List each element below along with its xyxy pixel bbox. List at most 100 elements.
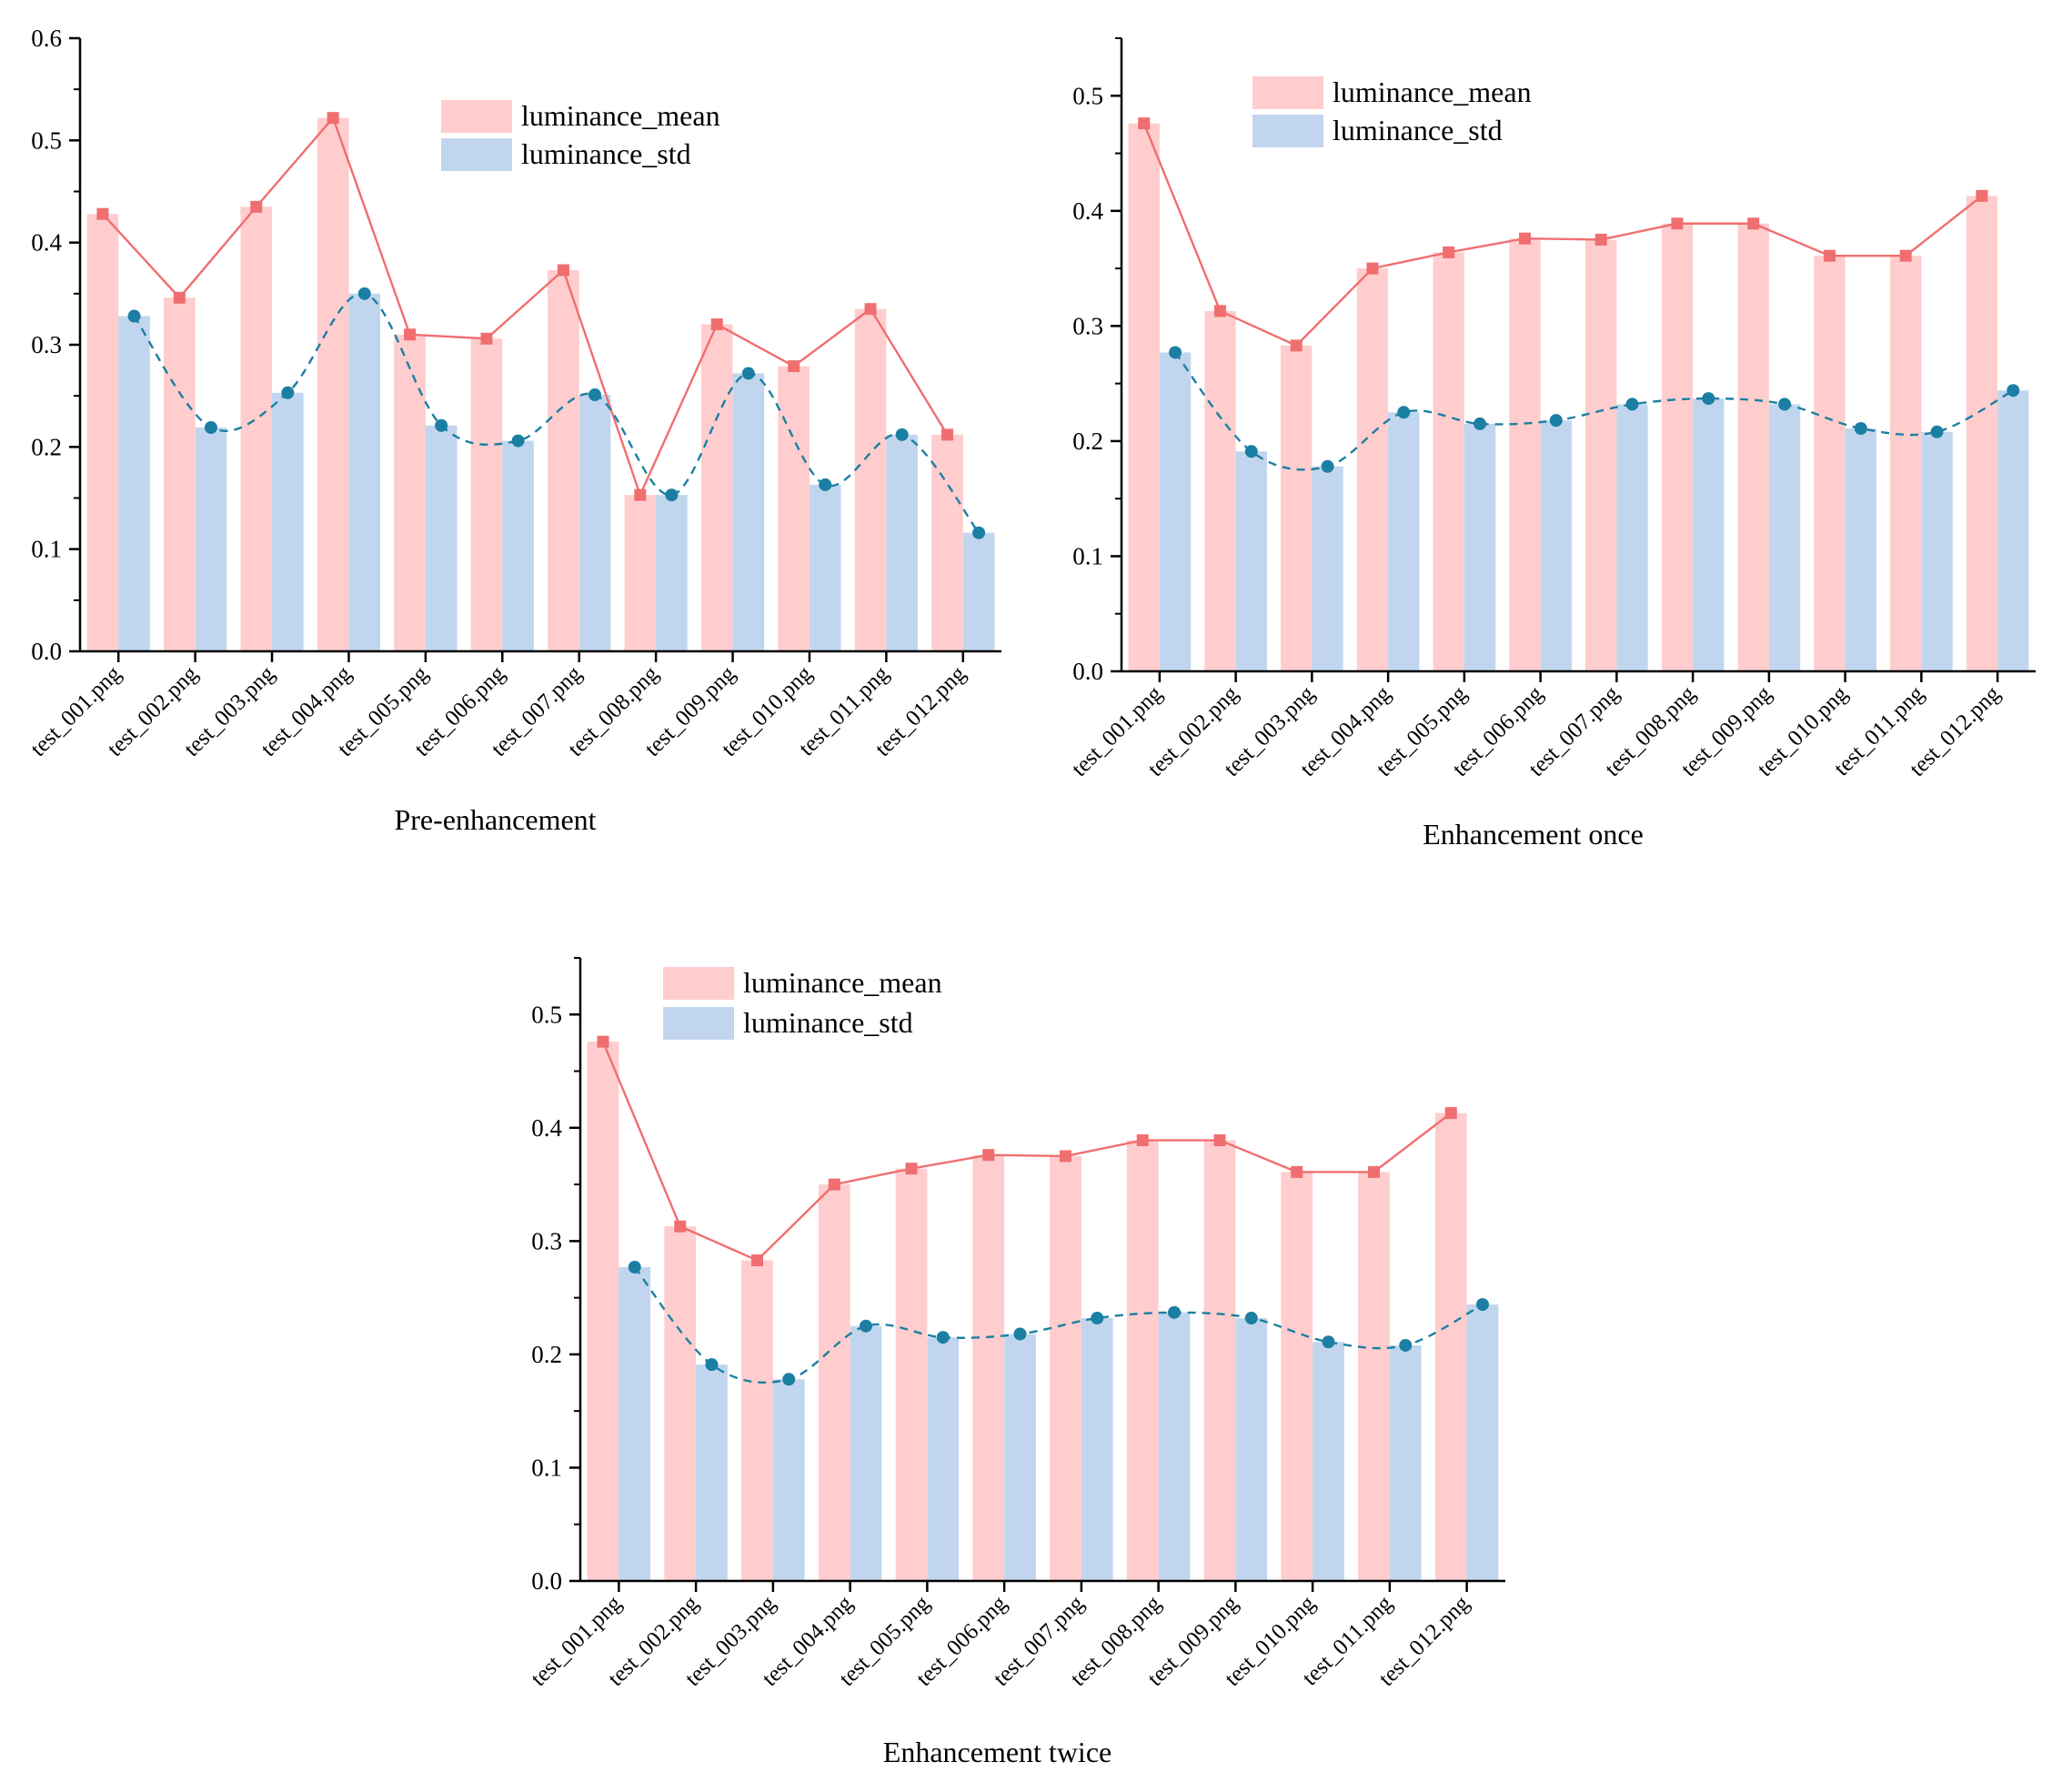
point-luminance-std bbox=[1474, 417, 1487, 430]
bar-luminance-std bbox=[1464, 423, 1496, 671]
point-luminance-std bbox=[1854, 421, 1867, 435]
point-luminance-std bbox=[435, 418, 448, 432]
y-tick-label: 0.1 bbox=[531, 1454, 562, 1481]
bar-luminance-mean bbox=[1128, 123, 1160, 672]
bar-luminance-std bbox=[272, 392, 304, 651]
point-luminance-std bbox=[936, 1331, 950, 1344]
point-luminance-mean bbox=[788, 360, 800, 373]
bar-luminance-mean bbox=[394, 334, 426, 651]
point-luminance-mean bbox=[634, 488, 647, 501]
bar-luminance-std bbox=[1158, 1312, 1191, 1581]
chart-1: 0.00.10.20.30.40.50.6test_001.pngtest_00… bbox=[26, 25, 1001, 836]
bar-luminance-std bbox=[886, 434, 918, 651]
bar-luminance-mean bbox=[972, 1154, 1005, 1581]
bar-luminance-std bbox=[1466, 1304, 1499, 1581]
bar-luminance-mean bbox=[1433, 252, 1464, 671]
y-tick-label: 0.1 bbox=[31, 536, 62, 563]
point-luminance-mean bbox=[1443, 246, 1455, 258]
bar-luminance-std bbox=[1235, 451, 1267, 671]
point-luminance-std bbox=[1475, 1298, 1489, 1312]
bar-luminance-mean bbox=[1661, 223, 1694, 672]
bar-luminance-std bbox=[1159, 352, 1192, 671]
bar-luminance-mean bbox=[1281, 1172, 1313, 1581]
point-luminance-std bbox=[1625, 398, 1639, 411]
legend-swatch-luminance-std bbox=[663, 1007, 734, 1040]
line-luminance-mean bbox=[601, 1041, 1452, 1262]
point-luminance-std bbox=[204, 420, 217, 434]
point-luminance-mean bbox=[96, 207, 109, 220]
point-luminance-std bbox=[1244, 445, 1258, 458]
y-tick-label: 0.4 bbox=[31, 229, 62, 257]
bar-luminance-std bbox=[619, 1267, 651, 1581]
legend-label-luminance-mean: luminance_mean bbox=[743, 966, 942, 999]
point-luminance-mean bbox=[1444, 1107, 1457, 1120]
point-luminance-mean bbox=[674, 1220, 687, 1233]
point-luminance-std bbox=[1778, 398, 1792, 411]
bar-luminance-mean bbox=[1203, 1140, 1236, 1581]
bar-luminance-std bbox=[1997, 390, 2029, 671]
legend-label-luminance-mean: luminance_mean bbox=[521, 99, 720, 132]
bar-luminance-mean bbox=[1434, 1112, 1467, 1581]
bar-luminance-mean bbox=[317, 117, 349, 651]
point-luminance-std bbox=[819, 478, 832, 491]
y-tick-label: 0.0 bbox=[31, 638, 62, 665]
point-luminance-std bbox=[859, 1319, 872, 1333]
y-tick-label: 0.4 bbox=[1072, 197, 1103, 225]
bar-luminance-mean bbox=[1890, 256, 1922, 671]
bar-luminance-std bbox=[1388, 412, 1420, 671]
point-luminance-std bbox=[2007, 384, 2020, 398]
bar-luminance-std bbox=[578, 395, 611, 651]
point-luminance-mean bbox=[1213, 305, 1226, 317]
bar-luminance-mean bbox=[854, 308, 887, 651]
legend-label-luminance-std: luminance_std bbox=[1333, 114, 1503, 146]
point-luminance-mean bbox=[1138, 117, 1151, 130]
point-luminance-mean bbox=[905, 1163, 918, 1175]
y-tick-label: 0.2 bbox=[1072, 428, 1103, 455]
bar-luminance-mean bbox=[1358, 1172, 1390, 1581]
point-luminance-mean bbox=[480, 332, 493, 345]
point-luminance-std bbox=[1930, 425, 1944, 438]
bar-luminance-std bbox=[772, 1379, 805, 1581]
point-luminance-std bbox=[665, 488, 679, 502]
bar-luminance-mean bbox=[470, 338, 503, 651]
legend-label-luminance-mean: luminance_mean bbox=[1333, 76, 1532, 108]
point-luminance-std bbox=[895, 428, 909, 441]
point-luminance-mean bbox=[828, 1178, 840, 1191]
point-luminance-std bbox=[741, 367, 755, 380]
bar-luminance-std bbox=[962, 532, 995, 651]
point-luminance-mean bbox=[327, 112, 339, 125]
y-tick-label: 0.5 bbox=[1072, 82, 1103, 109]
y-tick-label: 0.6 bbox=[31, 25, 62, 52]
y-tick-label: 0.5 bbox=[531, 1001, 562, 1028]
bar-luminance-std bbox=[1004, 1334, 1036, 1581]
point-luminance-std bbox=[1091, 1312, 1104, 1325]
point-luminance-std bbox=[782, 1373, 796, 1386]
point-luminance-std bbox=[1169, 346, 1182, 359]
point-luminance-std bbox=[972, 526, 986, 539]
point-luminance-mean bbox=[1899, 249, 1912, 262]
point-luminance-std bbox=[1322, 1335, 1335, 1349]
bar-luminance-mean bbox=[931, 434, 963, 651]
point-luminance-mean bbox=[940, 428, 953, 441]
bar-luminance-mean bbox=[548, 269, 579, 651]
bar-luminance-std bbox=[696, 1364, 728, 1581]
bar-luminance-mean bbox=[1356, 268, 1389, 671]
bar-luminance-std bbox=[1768, 404, 1801, 671]
bar-luminance-std bbox=[1845, 428, 1876, 671]
y-tick-label: 0.3 bbox=[31, 331, 62, 358]
bar-luminance-mean bbox=[895, 1168, 928, 1581]
legend: luminance_mean luminance_std bbox=[663, 966, 942, 1040]
y-tick-label: 0.3 bbox=[1072, 312, 1103, 339]
bar-luminance-std bbox=[195, 427, 227, 651]
legend-label-luminance-std: luminance_std bbox=[521, 137, 691, 170]
bar-luminance-mean bbox=[240, 206, 273, 651]
bar-luminance-mean bbox=[700, 324, 733, 651]
point-luminance-std bbox=[588, 388, 602, 402]
bar-luminance-std bbox=[656, 495, 688, 651]
point-luminance-mean bbox=[1290, 339, 1303, 352]
bar-luminance-std bbox=[425, 425, 458, 651]
legend: luminance_mean luminance_std bbox=[441, 99, 720, 171]
point-luminance-std bbox=[705, 1358, 719, 1372]
bar-luminance-mean bbox=[741, 1260, 773, 1581]
